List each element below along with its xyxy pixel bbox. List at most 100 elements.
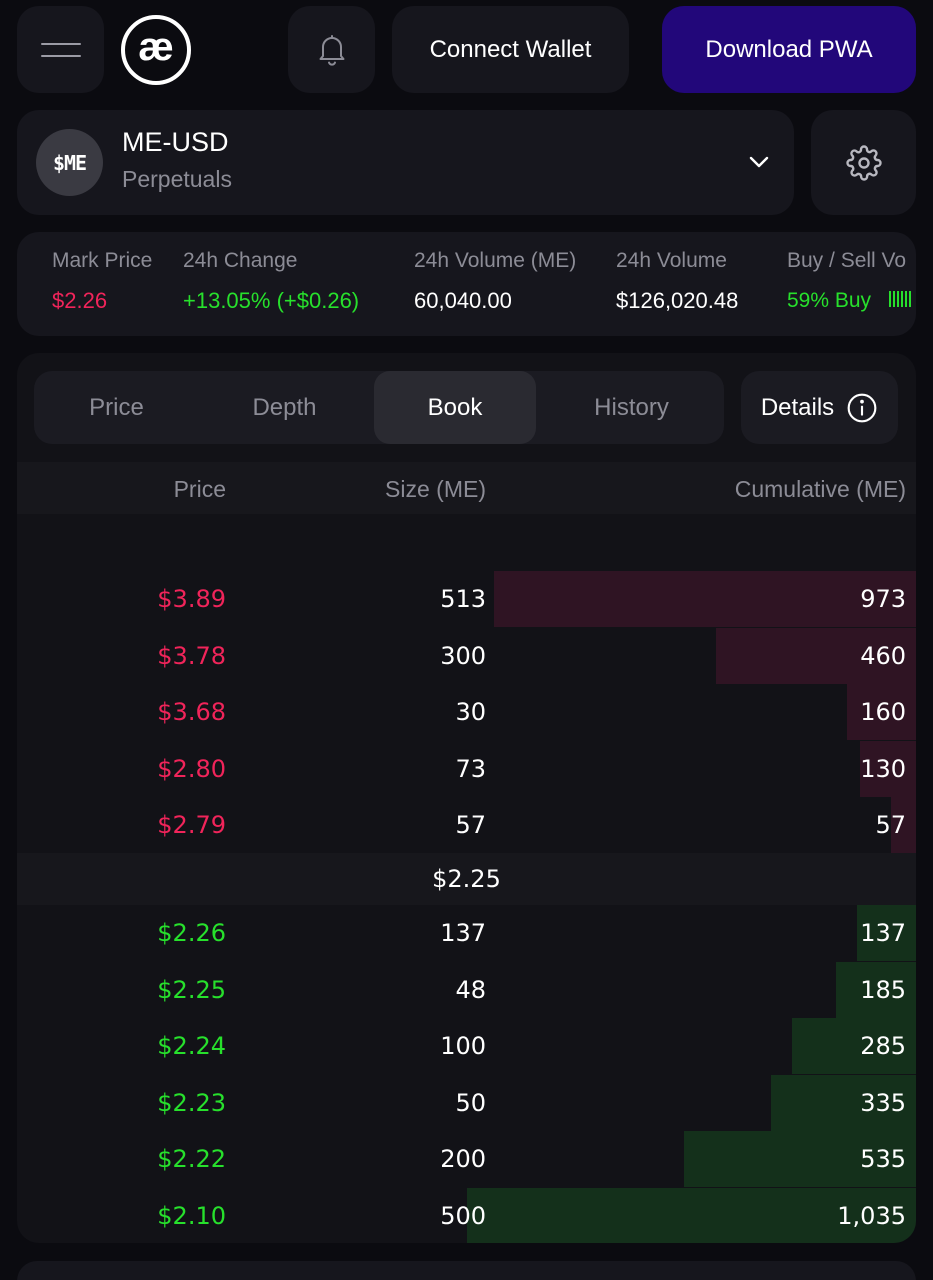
row-price: $3.89 [157, 585, 226, 613]
stat-label: Mark Price [52, 249, 153, 272]
tab-book[interactable]: Book [374, 371, 536, 444]
depth-bar [771, 1074, 916, 1131]
row-cumulative: 57 [875, 811, 906, 839]
tab-depth[interactable]: Depth [202, 371, 367, 444]
depth-bar [684, 1131, 916, 1187]
depth-bar [467, 1187, 916, 1243]
connect-wallet-label: Connect Wallet [429, 35, 592, 63]
download-pwa-button[interactable]: Download PWA [662, 6, 916, 93]
tab-price[interactable]: Price [34, 371, 199, 444]
row-size: 30 [455, 698, 486, 726]
menu-button[interactable] [17, 6, 104, 93]
gear-icon [845, 144, 882, 181]
ask-row[interactable]: $2.80 73 130 [17, 740, 916, 797]
tab-label: Book [427, 393, 483, 421]
row-size: 73 [455, 754, 486, 783]
stat-value: 59% Buy [787, 289, 872, 312]
header: æ Connect Wallet Download PWA [0, 0, 933, 100]
buy-ratio-tick [909, 291, 912, 308]
settings-button[interactable] [811, 110, 916, 215]
bid-row[interactable]: $2.25 48 185 [17, 961, 916, 1018]
row-size: 48 [455, 975, 486, 1004]
stat-label: Buy / Sell Vo [787, 249, 907, 272]
chart-tabs: Price Depth Book History [34, 371, 724, 444]
row-size: 500 [440, 1201, 486, 1230]
logo-glyph: æ [138, 25, 174, 69]
row-price: $3.78 [157, 641, 226, 670]
order-book-header: Price Size (ME) Cumulative (ME) [17, 462, 916, 514]
stat-mark-price: Mark Price $2.26 [52, 248, 152, 314]
row-size: 57 [455, 811, 486, 839]
row-size: 50 [455, 1088, 486, 1117]
ask-row[interactable]: $3.89 513 973 [17, 571, 916, 627]
row-cumulative: 137 [860, 919, 906, 947]
order-book-panel: Price Depth Book History Details Price S… [17, 353, 916, 1243]
row-cumulative: 535 [860, 1145, 906, 1173]
depth-bar [836, 961, 916, 1018]
bid-row[interactable]: $2.23 50 335 [17, 1074, 916, 1131]
bottom-panel [17, 1261, 916, 1280]
stat-label: 24h Volume (ME) [414, 249, 577, 272]
depth-bar [716, 627, 916, 684]
hamburger-icon [40, 42, 81, 57]
row-cumulative: 460 [860, 641, 906, 670]
buy-ratio-tick [901, 291, 904, 308]
notifications-button[interactable] [288, 6, 375, 93]
buy-ratio-tick [893, 291, 896, 308]
column-header-price: Price [173, 476, 226, 502]
row-size: 300 [440, 641, 486, 670]
ask-row[interactable]: $2.79 57 57 [17, 797, 916, 853]
depth-bar [494, 571, 916, 627]
depth-bar [792, 1018, 916, 1074]
tab-label: History [594, 393, 669, 421]
depth-bar [857, 905, 916, 961]
row-price: $3.68 [157, 698, 226, 726]
stat-value: $126,020.48 [616, 288, 739, 313]
chevron-down-icon [749, 156, 769, 168]
ask-row[interactable]: $3.68 30 160 [17, 684, 916, 740]
row-price: $2.25 [157, 975, 226, 1004]
mid-price: $2.25 [432, 865, 501, 893]
row-cumulative: 1,035 [837, 1201, 906, 1230]
row-cumulative: 130 [860, 754, 906, 783]
stat-label: 24h Volume [616, 249, 727, 272]
stat-24h-change: 24h Change +13.05% (+$0.26) [183, 248, 359, 314]
bid-row[interactable]: $2.10 500 1,035 [17, 1187, 916, 1243]
details-button[interactable]: Details [741, 371, 898, 444]
buy-ratio-tick [905, 291, 908, 308]
row-price: $2.24 [157, 1032, 226, 1060]
row-price: $2.26 [157, 919, 226, 947]
bid-row[interactable]: $2.22 200 535 [17, 1131, 916, 1187]
row-cumulative: 185 [860, 975, 906, 1004]
row-price: $2.79 [157, 811, 226, 839]
row-price: $2.22 [157, 1145, 226, 1173]
row-cumulative: 285 [860, 1032, 906, 1060]
bid-row[interactable]: $2.24 100 285 [17, 1018, 916, 1074]
stat-buy-sell: Buy / Sell Vo 59% Buy [787, 248, 913, 314]
stat-24h-volume: 24h Volume $126,020.48 [616, 248, 738, 314]
tab-history[interactable]: History [544, 371, 719, 444]
mid-price-row: $2.25 [17, 853, 916, 905]
stat-value: 60,040.00 [414, 288, 512, 313]
details-label: Details [760, 393, 835, 421]
market-selector[interactable]: $ME ME-USD Perpetuals [17, 110, 794, 215]
app-logo[interactable]: æ [121, 15, 191, 85]
row-size: 137 [440, 919, 486, 947]
bid-row[interactable]: $2.26 137 137 [17, 905, 916, 961]
stat-value: $2.26 [52, 288, 108, 313]
stat-value: +13.05% (+$0.26) [183, 288, 360, 313]
ask-row[interactable]: $3.78 300 460 [17, 627, 916, 684]
row-price: $2.80 [157, 754, 226, 783]
connect-wallet-button[interactable]: Connect Wallet [392, 6, 629, 93]
market-avatar: $ME [36, 129, 103, 196]
market-stats: Mark Price $2.26 24h Change +13.05% (+$0… [17, 232, 916, 336]
depth-bar [847, 684, 916, 740]
row-cumulative: 335 [860, 1088, 906, 1117]
row-price: $2.23 [157, 1088, 226, 1117]
tab-label: Price [89, 393, 144, 421]
market-name: ME-USD [122, 127, 229, 157]
stat-24h-volume-me: 24h Volume (ME) 60,040.00 [414, 248, 576, 314]
row-price: $2.10 [157, 1201, 226, 1230]
depth-bar [860, 740, 916, 797]
market-avatar-text: $ME [52, 150, 87, 175]
